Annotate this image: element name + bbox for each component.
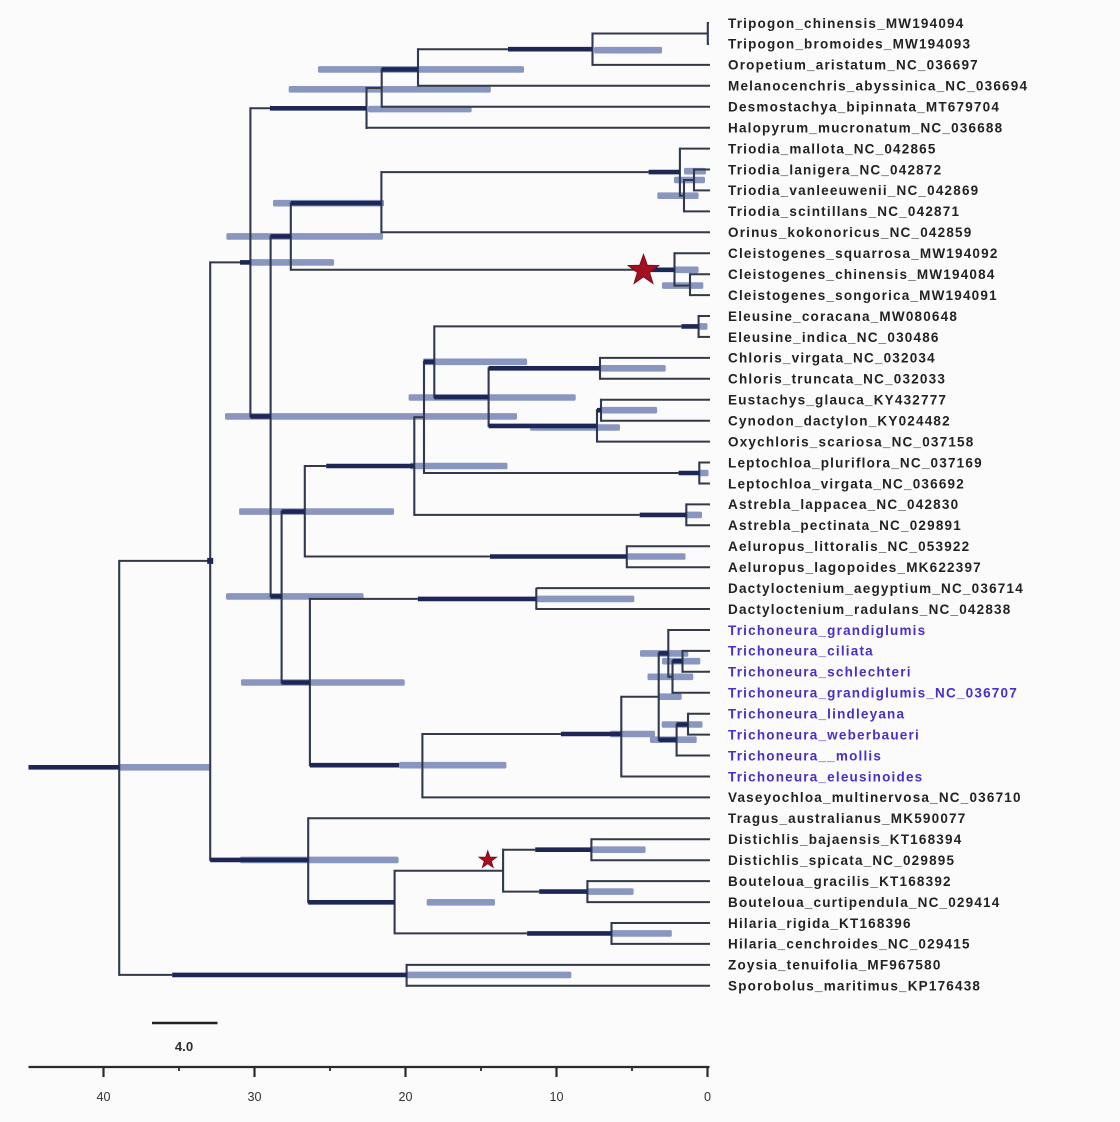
svg-text:Triodia_vanleeuwenii_NC_042869: Triodia_vanleeuwenii_NC_042869 [728,183,979,198]
svg-text:Eleusine_indica_NC_030486: Eleusine_indica_NC_030486 [728,330,940,345]
svg-text:Cleistogenes_chinensis_MW19408: Cleistogenes_chinensis_MW194084 [728,267,996,282]
svg-text:Eleusine_coracana_MW080648: Eleusine_coracana_MW080648 [728,309,958,324]
svg-text:Tragus_australianus_MK590077: Tragus_australianus_MK590077 [728,811,966,826]
svg-text:Distichlis_bajaensis_KT168394: Distichlis_bajaensis_KT168394 [728,832,962,847]
svg-text:Zoysia_tenuifolia_MF967580: Zoysia_tenuifolia_MF967580 [728,958,942,973]
svg-text:Distichlis_spicata_NC_029895: Distichlis_spicata_NC_029895 [728,853,955,868]
svg-text:Trichoneura_weberbaueri: Trichoneura_weberbaueri [728,727,920,742]
svg-text:Sporobolus_maritimus_KP176438: Sporobolus_maritimus_KP176438 [728,979,981,994]
svg-text:4.0: 4.0 [175,1039,193,1054]
svg-text:Trichoneura_schlechteri: Trichoneura_schlechteri [728,665,912,680]
svg-text:Oropetium_aristatum_NC_036697: Oropetium_aristatum_NC_036697 [728,58,979,73]
svg-text:Desmostachya_bipinnata_MT67970: Desmostachya_bipinnata_MT679704 [728,100,1000,115]
svg-text:Aeluropus_lagopoides_MK622397: Aeluropus_lagopoides_MK622397 [728,560,982,575]
svg-text:Melanocenchris_abyssinica_NC_0: Melanocenchris_abyssinica_NC_036694 [728,79,1028,94]
svg-text:Eustachys_glauca_KY432777: Eustachys_glauca_KY432777 [728,393,947,408]
svg-text:Trichoneura_ciliata: Trichoneura_ciliata [728,644,874,659]
svg-text:10: 10 [549,1090,563,1104]
svg-text:Triodia_scintillans_NC_042871: Triodia_scintillans_NC_042871 [728,204,960,219]
svg-text:Cleistogenes_songorica_MW19409: Cleistogenes_songorica_MW194091 [728,288,998,303]
svg-text:Leptochloa_virgata_NC_036692: Leptochloa_virgata_NC_036692 [728,476,965,491]
svg-text:Oxychloris_scariosa_NC_037158: Oxychloris_scariosa_NC_037158 [728,434,974,449]
svg-text:Trichoneura_lindleyana: Trichoneura_lindleyana [728,707,905,722]
svg-text:Tripogon_chinensis_MW194094: Tripogon_chinensis_MW194094 [728,16,964,31]
svg-text:Tripogon_bromoides_MW194093: Tripogon_bromoides_MW194093 [728,37,971,52]
svg-text:Triodia_lanigera_NC_042872: Triodia_lanigera_NC_042872 [728,162,942,177]
svg-text:Dactyloctenium_aegyptium_NC_03: Dactyloctenium_aegyptium_NC_036714 [728,581,1024,596]
svg-text:Cynodon_dactylon_KY024482: Cynodon_dactylon_KY024482 [728,414,951,429]
svg-text:Astrebla_pectinata_NC_029891: Astrebla_pectinata_NC_029891 [728,518,962,533]
svg-text:Hilaria_cenchroides_NC_029415: Hilaria_cenchroides_NC_029415 [728,937,971,952]
svg-text:Bouteloua_curtipendula_NC_0294: Bouteloua_curtipendula_NC_029414 [728,895,1000,910]
svg-text:Astrebla_lappacea_NC_042830: Astrebla_lappacea_NC_042830 [728,497,959,512]
svg-text:Aeluropus_littoralis_NC_053922: Aeluropus_littoralis_NC_053922 [728,539,970,554]
svg-text:Vaseyochloa_multinervosa_NC_03: Vaseyochloa_multinervosa_NC_036710 [728,790,1022,805]
svg-text:40: 40 [96,1090,110,1104]
svg-text:Hilaria_rigida_KT168396: Hilaria_rigida_KT168396 [728,916,912,931]
svg-text:Cleistogenes_squarrosa_MW19409: Cleistogenes_squarrosa_MW194092 [728,246,999,261]
svg-text:20: 20 [398,1090,412,1104]
svg-text:Bouteloua_gracilis_KT168392: Bouteloua_gracilis_KT168392 [728,874,952,889]
svg-text:Triodia_mallota_NC_042865: Triodia_mallota_NC_042865 [728,141,937,156]
svg-text:30: 30 [247,1090,261,1104]
svg-text:Chloris_virgata_NC_032034: Chloris_virgata_NC_032034 [728,351,936,366]
svg-text:0: 0 [704,1090,711,1104]
svg-text:Trichoneura_eleusinoides: Trichoneura_eleusinoides [728,769,923,784]
svg-text:Halopyrum_mucronatum_NC_036688: Halopyrum_mucronatum_NC_036688 [728,121,1003,136]
svg-text:Dactyloctenium_radulans_NC_042: Dactyloctenium_radulans_NC_042838 [728,602,1011,617]
svg-text:Orinus_kokonoricus_NC_042859: Orinus_kokonoricus_NC_042859 [728,225,972,240]
svg-text:Chloris_truncata_NC_032033: Chloris_truncata_NC_032033 [728,372,946,387]
svg-text:Trichoneura_grandiglumis: Trichoneura_grandiglumis [728,623,926,638]
svg-text:Trichoneura__mollis: Trichoneura__mollis [728,748,882,763]
svg-text:Trichoneura_grandiglumis_NC_03: Trichoneura_grandiglumis_NC_036707 [728,686,1018,701]
svg-text:Leptochloa_pluriflora_NC_03716: Leptochloa_pluriflora_NC_037169 [728,455,983,470]
